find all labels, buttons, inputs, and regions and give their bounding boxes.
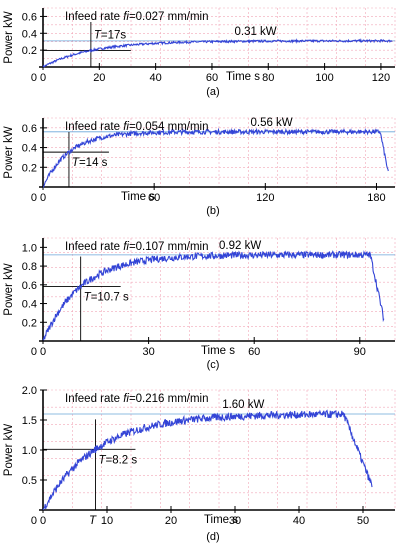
x-tick-label: 40 (293, 515, 305, 527)
panel-caption: (c) (207, 359, 220, 371)
y-tick-label: 0.2 (22, 317, 37, 329)
tau-label: T=14 s (72, 157, 108, 169)
time-constant-marker (43, 22, 131, 67)
y-tick-label: 0.4 (22, 299, 37, 311)
chart-panel-4: 0 10 20 30 40 50 0.5 1.0 1.5 2.0 0 Power kW Time s (d… (3, 385, 396, 543)
chart-panel-3: 0 30 60 90 0.2 0.4 0.6 0.8 1.0 0 Power kW Time s (c)… (3, 237, 396, 371)
infeed-annotation: Infeed rate fi=0.054 mm/min (65, 121, 209, 133)
steady-value-label: 0.92 kW (219, 240, 261, 252)
y-tick-label: 0 (31, 72, 37, 84)
tau-label: T=10.7 s (84, 292, 129, 304)
x-tick-label: 40 (150, 72, 162, 84)
y-tick-label: 0.5 (22, 475, 37, 487)
tau-label: T=17s (94, 29, 127, 41)
infeed-annotation: Infeed rate fi=0.027 mm/min (65, 11, 209, 23)
y-tick-label: 0 (31, 515, 37, 527)
y-tick-label: 0.2 (22, 162, 37, 174)
panel-caption: (a) (206, 86, 219, 98)
x-axis-label: Time s (226, 71, 260, 83)
x-tick-label: 80 (262, 72, 274, 84)
y-axis-label: Power kW (3, 424, 15, 477)
y-tick-label: 0.6 (22, 280, 37, 292)
x-tick-label: 60 (206, 72, 218, 84)
x-tick-label: 20 (165, 515, 177, 527)
panel-caption: (d) (206, 531, 219, 543)
x-tick-label: 30 (229, 515, 241, 527)
x-tick-label: 60 (148, 192, 160, 204)
x-tick-label: 90 (354, 346, 366, 358)
y-tick-label: 0.8 (22, 261, 37, 273)
y-tick-label: 0.6 (22, 123, 37, 135)
x-tick-label: 0 (40, 72, 46, 84)
chart-panel-2: 0 60 120 180 0.2 0.4 0.6 0 Power kW Time s (b) Infe… (3, 117, 396, 217)
y-tick-label: 1.0 (22, 445, 37, 457)
y-tick-label: 0 (31, 346, 37, 358)
y-axis-label: Power kW (3, 263, 15, 316)
time-constant-marker (43, 419, 136, 510)
steady-value-label: 0.56 kW (250, 117, 292, 129)
y-tick-label: 1.0 (22, 242, 37, 254)
x-tick-label: 100 (315, 72, 333, 84)
x-tick-label: 20 (93, 72, 105, 84)
time-constant-marker (43, 132, 109, 187)
infeed-annotation: Infeed rate fi=0.107 mm/min (65, 241, 209, 253)
x-axis-label: Time s (121, 191, 155, 203)
x-tick-label: 10 (101, 515, 113, 527)
x-tick-label: 0 (40, 192, 46, 204)
x-tick-label: 0 (40, 515, 46, 527)
steady-value-label: 1.60 kW (222, 399, 264, 411)
steady-value-label: 0.31 kW (234, 26, 276, 38)
y-tick-label: 0.6 (22, 11, 37, 23)
panel-caption: (b) (206, 205, 219, 217)
chart-panel-1: 0 20 40 60 80 100 120 0.2 0.4 0.6 0 Power kW Time s (… (3, 7, 396, 98)
power-series-line (42, 409, 373, 511)
x-tick-label: 120 (372, 72, 390, 84)
x-tick-label: 180 (367, 192, 385, 204)
x-axis-label: Time s (201, 345, 235, 357)
y-tick-label: 1.5 (22, 415, 37, 427)
y-tick-label: 0.4 (22, 143, 37, 155)
power-series-line (42, 250, 385, 341)
x-tick-label: 50 (357, 515, 369, 527)
y-axis-label: Power kW (3, 126, 15, 179)
power-series-line (42, 38, 393, 68)
y-tick-label: 2.0 (22, 385, 37, 397)
x-axis-label: Time s (204, 514, 238, 526)
x-tick-label: 0 (40, 346, 46, 358)
y-tick-label: 0.4 (22, 28, 37, 40)
y-tick-label: 0.2 (22, 45, 37, 57)
y-axis-label: Power kW (3, 11, 15, 64)
tau-axis-label: T (89, 515, 97, 527)
x-tick-label: 30 (142, 346, 154, 358)
power-series-line (43, 127, 389, 188)
x-tick-label: 120 (256, 192, 274, 204)
infeed-annotation: Infeed rate fi=0.216 mm/min (65, 393, 209, 405)
tau-label: T=8.2 s (98, 454, 137, 466)
x-tick-label: 60 (248, 346, 260, 358)
y-tick-label: 0 (31, 192, 37, 204)
